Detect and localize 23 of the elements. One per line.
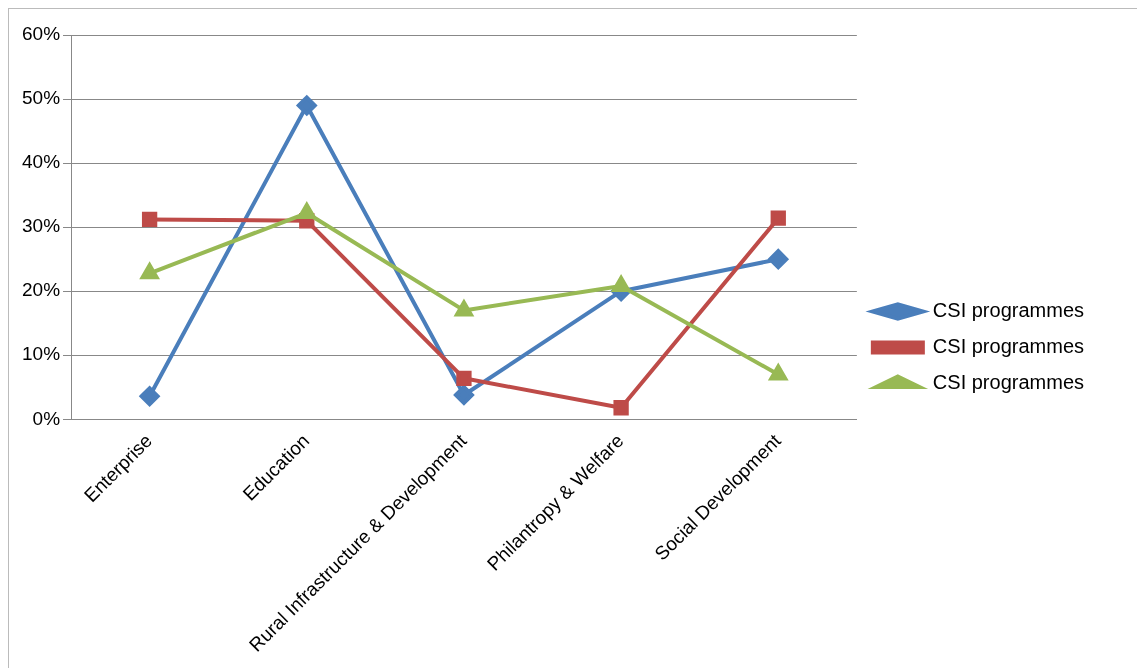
point xyxy=(141,211,158,228)
y-tick-label: 60% xyxy=(22,23,61,45)
y-tick-label: 40% xyxy=(22,151,61,173)
y-tick-label: 10% xyxy=(22,343,61,365)
legend-label: CSI programmes xyxy=(932,299,1084,322)
point xyxy=(770,210,786,226)
point xyxy=(140,263,159,280)
point xyxy=(455,300,473,317)
point xyxy=(768,249,789,270)
y-tick-label: 30% xyxy=(22,215,61,237)
y-tick-label: 50% xyxy=(22,87,61,109)
y-tick-label: 0% xyxy=(32,407,61,429)
point xyxy=(456,370,472,386)
point xyxy=(613,400,629,416)
y-tick-label: 20% xyxy=(22,279,61,301)
point xyxy=(139,386,160,407)
point xyxy=(769,364,788,381)
legend-label: CSI programmes xyxy=(932,371,1084,394)
legend-label: CSI programmes xyxy=(932,335,1084,358)
point xyxy=(297,203,316,220)
point xyxy=(612,276,631,293)
point xyxy=(296,95,317,116)
point xyxy=(453,384,474,405)
